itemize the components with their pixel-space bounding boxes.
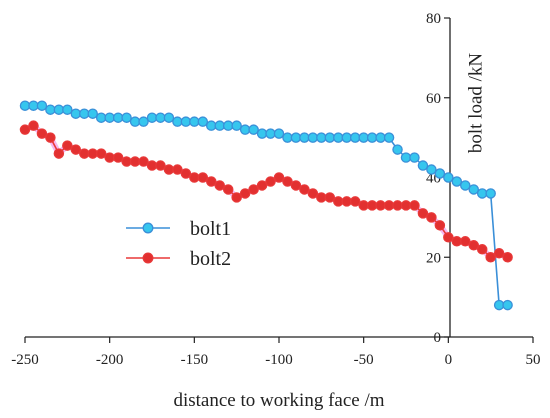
data-point <box>502 299 513 311</box>
data-point <box>265 176 276 187</box>
series-layer <box>19 100 513 311</box>
data-point <box>409 152 420 163</box>
data-point <box>468 184 479 195</box>
data-point <box>121 112 132 123</box>
data-point <box>248 184 259 195</box>
data-point <box>349 196 361 207</box>
data-point <box>138 156 149 167</box>
data-point <box>62 140 73 151</box>
data-point <box>426 212 437 223</box>
data-point <box>248 124 259 135</box>
data-point <box>426 164 437 175</box>
data-point <box>112 152 124 163</box>
data-point <box>443 232 454 243</box>
y-tick-label: 0 <box>434 330 442 346</box>
legend-marker <box>142 252 154 264</box>
data-point <box>417 208 429 219</box>
data-point <box>417 160 429 171</box>
data-point <box>273 172 285 183</box>
y-tick-label: 20 <box>426 250 441 266</box>
data-point <box>383 132 395 143</box>
x-axis-title: distance to working face /m <box>173 390 384 411</box>
data-point <box>485 188 496 199</box>
data-point <box>443 172 454 183</box>
data-point <box>485 251 496 263</box>
data-point <box>53 148 65 159</box>
series-bolt1 <box>19 100 513 311</box>
data-point <box>36 100 48 111</box>
data-point <box>290 180 302 191</box>
data-point <box>222 184 234 195</box>
data-point <box>273 128 285 139</box>
legend-item-bolt1: bolt1 <box>126 218 231 240</box>
data-point <box>172 164 183 175</box>
data-point <box>36 128 48 139</box>
data-point <box>231 120 242 131</box>
data-point <box>70 144 82 155</box>
series-halo <box>23 122 509 261</box>
data-point <box>299 184 310 195</box>
data-point <box>239 188 251 199</box>
x-tick-label: -50 <box>354 352 374 368</box>
x-tick-label: -250 <box>11 352 39 368</box>
data-point <box>282 176 293 187</box>
series-bolt2 <box>19 120 513 263</box>
data-point <box>502 251 513 263</box>
data-point <box>460 236 471 247</box>
data-point <box>19 124 31 135</box>
data-point <box>197 172 209 183</box>
data-point <box>307 188 319 199</box>
x-tick-label: -150 <box>181 352 209 368</box>
legend-item-bolt2: bolt2 <box>126 248 231 270</box>
x-ticks: -250 -200 -150 -100 -50 0 50 <box>11 337 541 368</box>
data-point <box>197 116 209 127</box>
y-axis-title: bolt load /kN <box>465 53 486 154</box>
data-point <box>434 168 446 179</box>
data-point <box>256 180 268 191</box>
data-point <box>206 176 217 187</box>
legend-label: bolt2 <box>190 248 231 270</box>
x-tick-label: -200 <box>96 352 124 368</box>
data-point <box>476 244 488 255</box>
legend-marker <box>142 222 154 234</box>
data-point <box>28 120 39 131</box>
data-point <box>214 180 225 191</box>
data-point <box>324 192 336 203</box>
x-tick-label: -100 <box>265 352 293 368</box>
legend-label: bolt1 <box>190 218 231 240</box>
data-point <box>138 116 149 127</box>
y-tick-label: 60 <box>426 91 441 107</box>
data-point <box>460 180 471 191</box>
data-point <box>180 168 192 179</box>
data-point <box>468 240 479 251</box>
data-point <box>493 248 505 259</box>
data-point <box>451 176 463 187</box>
data-point <box>62 104 73 115</box>
data-point <box>155 160 166 171</box>
legend: bolt1 bolt2 <box>126 218 231 270</box>
data-point <box>434 220 446 231</box>
data-point <box>231 192 242 203</box>
data-point <box>163 112 175 123</box>
data-point <box>95 148 107 159</box>
x-tick-label: 0 <box>445 352 453 368</box>
x-tick-label: 50 <box>526 352 541 368</box>
series-line <box>24 124 508 259</box>
data-point <box>392 144 403 155</box>
data-point <box>409 200 420 211</box>
data-point <box>45 132 56 143</box>
y-tick-label: 80 <box>426 11 441 27</box>
data-point <box>87 108 98 119</box>
